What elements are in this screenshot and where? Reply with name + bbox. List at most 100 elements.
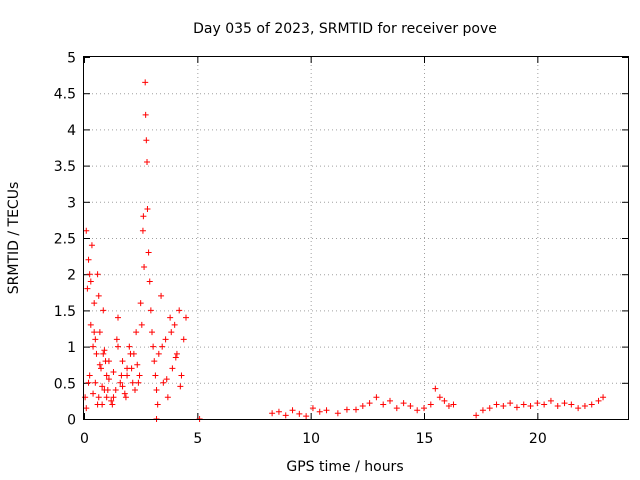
data-point [359,402,366,409]
data-point [554,402,561,409]
data-point [155,350,162,357]
data-point [168,329,175,336]
data-point [380,401,387,408]
y-tick-label: 2.5 [54,232,76,248]
data-point [103,372,110,379]
data-point [500,402,507,409]
data-point [493,401,500,408]
data-point [177,383,184,390]
data-point [303,413,310,420]
data-point [122,394,129,401]
data-point [119,383,126,390]
data-point [129,379,136,386]
data-point [90,343,97,350]
data-point [92,336,99,343]
data-point [343,406,350,413]
data-point [180,336,187,343]
data-point [88,242,95,249]
data-point [296,410,303,417]
chart-title: Day 035 of 2023, SRMTID for receiver pov… [193,21,497,37]
data-point [289,407,296,414]
data-point [110,394,117,401]
data-point [110,368,117,375]
data-point [121,390,128,397]
data-point [96,329,103,336]
data-point [99,383,106,390]
data-point [144,206,151,213]
data-point [139,227,146,234]
data-point [119,358,126,365]
data-point [87,321,94,328]
data-point [91,329,98,336]
data-point [309,405,316,412]
data-point [103,394,110,401]
y-tick-label: 0 [67,413,76,429]
data-point [366,400,373,407]
data-point [595,397,602,404]
data-point [117,379,124,386]
y-tick-label: 3 [67,195,76,211]
data-point [334,410,341,417]
data-point [124,365,131,372]
data-point [427,401,434,408]
data-point [269,410,276,417]
data-point [163,376,170,383]
data-point [353,406,359,413]
data-point [479,407,486,414]
data-point [473,412,480,419]
data-point [387,397,393,404]
data-point [98,365,104,372]
data-point [547,397,554,404]
data-point [118,372,125,379]
y-tick-label: 4 [67,123,76,139]
data-point [507,400,514,407]
y-tick-label: 3.5 [54,159,76,175]
data-point [172,354,179,361]
data-point [151,358,158,365]
data-point [143,137,150,144]
y-axis: 0 0.5 1 1.5 2 2.5 3 3.5 4 4.5 5 [54,51,628,429]
data-point [173,350,180,357]
x-axis: 0 5 10 15 20 [80,57,547,447]
data-point [145,249,152,256]
data-point [393,405,400,412]
data-point [108,397,115,404]
data-point [169,365,176,372]
data-point [154,401,161,408]
data-point [86,271,93,278]
data-point [100,350,107,357]
data-point [149,329,155,336]
data-point [94,271,101,278]
data-point [373,394,380,401]
plot-frame [83,56,629,420]
data-point [91,300,98,307]
data-point [152,372,159,379]
data-point [513,404,520,411]
x-tick-label: 5 [193,431,202,447]
data-point [445,402,452,409]
x-tick-label: 15 [416,431,434,447]
data-point [160,379,167,386]
data-point [414,407,421,414]
data-point [178,372,185,379]
data-point [83,227,90,234]
data-point [486,405,493,412]
y-tick-label: 5 [67,51,76,67]
data-point [90,390,97,397]
data-point [92,379,99,386]
data-point [141,263,148,270]
data-point [150,343,157,350]
data-point [138,321,145,328]
data-point [135,379,142,386]
data-point [115,343,121,350]
data-point [147,307,154,314]
data-point [93,350,100,357]
data-point [146,278,153,285]
data-point [84,285,91,292]
y-tick-label: 0.5 [54,376,76,392]
y-tick-label: 1 [67,340,76,356]
data-point [100,307,107,314]
y-tick-label: 1.5 [54,304,76,320]
data-point [541,401,548,408]
